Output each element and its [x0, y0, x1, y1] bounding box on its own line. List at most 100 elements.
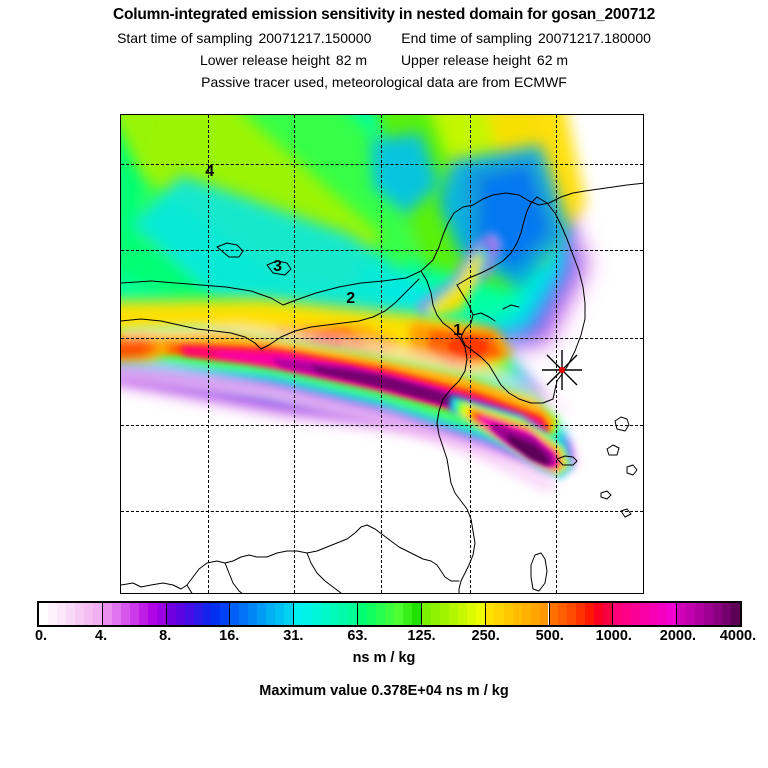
gridline-horizontal: [121, 250, 643, 252]
colorbar-step: [266, 603, 276, 625]
gridline-horizontal: [121, 511, 643, 513]
colorbar-step: [430, 603, 440, 625]
colorbar-step: [521, 603, 531, 625]
colorbar-step: [421, 603, 431, 625]
colorbar-step: [667, 603, 677, 625]
colorbar-step: [603, 603, 613, 625]
colorbar-step: [512, 603, 522, 625]
colorbar-step: [92, 603, 102, 625]
colorbar-segment-5: [358, 603, 422, 625]
colorbar-tick-5: 63.: [347, 628, 368, 644]
gridline-horizontal: [121, 424, 643, 426]
colorbar-step: [303, 603, 313, 625]
colorbar-step: [457, 603, 467, 625]
plume-label-3: 3: [273, 257, 283, 275]
start-time-group: Start time of sampling 20071217.150000: [117, 30, 371, 46]
colorbar-step: [640, 603, 650, 625]
colorbar-tick-11: 4000.: [719, 628, 757, 644]
end-time-group: End time of sampling 20071217.180000: [401, 30, 651, 46]
colorbar-step: [558, 603, 568, 625]
colorbar-step: [475, 603, 485, 625]
page-title: Column-integrated emission sensitivity i…: [112, 6, 656, 23]
colorbar-tick-3: 16.: [219, 628, 240, 644]
colorbar-step: [321, 603, 331, 625]
gridline-vertical: [294, 115, 296, 593]
colorbar-step: [539, 603, 549, 625]
colorbar-step: [193, 603, 203, 625]
colorbar-segment-9: [613, 603, 678, 625]
colorbar-step: [39, 603, 48, 625]
release-height-row: Lower release height 82 m Upper release h…: [0, 52, 768, 68]
upper-release-height-label: Upper release height: [400, 52, 531, 68]
upper-release-height-group: Upper release height 62 m: [401, 52, 568, 68]
colorbar-tick-4: 31.: [283, 628, 304, 644]
colorbar-step: [439, 603, 449, 625]
colorbar-segment-6: [421, 603, 486, 625]
colorbar-step: [202, 603, 212, 625]
lower-release-height-value: 82 m: [335, 52, 368, 68]
colorbar-step: [411, 603, 421, 625]
colorbar-segment-1: [102, 603, 167, 625]
colorbar-step: [294, 603, 304, 625]
colorbar-step: [466, 603, 476, 625]
colorbar-step: [138, 603, 148, 625]
colorbar-step: [166, 603, 176, 625]
colorbar-step: [74, 603, 84, 625]
colorbar-step: [631, 603, 641, 625]
plume-label-2: 2: [346, 289, 356, 307]
colorbar-step: [677, 603, 687, 625]
colorbar-step: [658, 603, 668, 625]
colorbar-step: [358, 603, 368, 625]
start-time-value: 20071217.150000: [258, 30, 372, 46]
colorbar-tick-1: 4.: [95, 628, 108, 644]
upper-release-height-value: 62 m: [536, 52, 569, 68]
colorbar-tick-6: 125.: [407, 628, 436, 644]
colorbar-segment-7: [485, 603, 550, 625]
colorbar-step: [156, 603, 166, 625]
gridline-vertical: [380, 115, 382, 593]
colorbar-tick-9: 1000.: [595, 628, 632, 644]
colorbar-step: [448, 603, 458, 625]
colorbar-step: [721, 603, 731, 625]
colorbar-step: [248, 603, 258, 625]
lower-release-height-label: Lower release height: [199, 52, 330, 68]
colorbar-step: [284, 603, 294, 625]
colorbar-tick-8: 500.: [535, 628, 564, 644]
maximum-value-label: Maximum value 0.378E+04 ns m / kg: [259, 683, 509, 699]
colorbar-step: [384, 603, 394, 625]
colorbar-step: [494, 603, 504, 625]
colorbar-tick-labels: 0. 4. 8. 16. 31. 63. 125. 250. 500. 1000. 2000. 400…: [0, 628, 768, 648]
colorbar-step: [613, 603, 623, 625]
colorbar-strip: [37, 601, 742, 627]
colorbar-step: [111, 603, 121, 625]
gridline-vertical: [469, 115, 471, 593]
colorbar-step: [339, 603, 349, 625]
colorbar-step: [549, 603, 559, 625]
colorbar-unit-label: ns m / kg: [352, 650, 416, 666]
colorbar-step: [184, 603, 194, 625]
colorbar-step: [485, 603, 495, 625]
colorbar-step: [56, 603, 66, 625]
colorbar-step: [230, 603, 240, 625]
colorbar-step: [402, 603, 412, 625]
figure-header: Column-integrated emission sensitivity i…: [0, 0, 768, 90]
colorbar-step: [257, 603, 267, 625]
colorbar-step: [695, 603, 705, 625]
colorbar-step: [102, 603, 112, 625]
colorbar-step: [47, 603, 57, 625]
colorbar-step: [239, 603, 249, 625]
colorbar-step: [704, 603, 713, 625]
colorbar-step: [147, 603, 157, 625]
colorbar-step: [275, 603, 285, 625]
colorbar-step: [686, 603, 696, 625]
colorbar-step: [367, 603, 376, 625]
colorbar-step: [393, 603, 403, 625]
colorbar-segment-0: [39, 603, 103, 625]
colorbar-step: [129, 603, 139, 625]
colorbar-step: [175, 603, 185, 625]
lower-release-height-group: Lower release height 82 m: [200, 52, 367, 68]
colorbar-step: [120, 603, 130, 625]
colorbar-step: [211, 603, 221, 625]
colorbar-step: [530, 603, 540, 625]
